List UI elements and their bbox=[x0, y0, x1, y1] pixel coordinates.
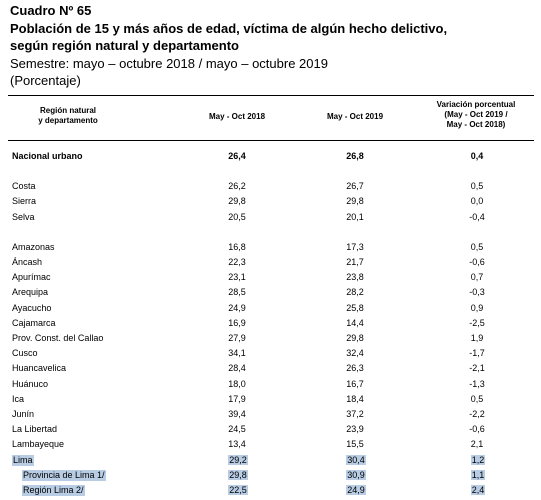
cell-value: 18,4 bbox=[346, 393, 364, 404]
rule bbox=[8, 95, 534, 96]
column-header: Región natural y departamento bbox=[38, 106, 98, 125]
cell-value: 37,2 bbox=[346, 409, 364, 419]
cell-value: -0,6 bbox=[469, 257, 485, 267]
row-label: Apurímac bbox=[12, 272, 51, 283]
cell-value: 14,4 bbox=[346, 317, 364, 328]
cell-value: 27,9 bbox=[228, 333, 246, 343]
cell-value: -1,7 bbox=[469, 348, 485, 359]
cell-value: 2,4 bbox=[470, 485, 486, 495]
cell-value: 0,5 bbox=[470, 241, 484, 252]
cell-value: 2,1 bbox=[470, 439, 484, 450]
cell-value: 13,4 bbox=[228, 439, 246, 450]
cell-value: 1,9 bbox=[470, 333, 484, 343]
row-label: Ayacucho bbox=[12, 302, 52, 313]
cell-value: 28,2 bbox=[346, 287, 364, 298]
cell-value: 16,9 bbox=[228, 317, 246, 328]
cell-value: 16,7 bbox=[346, 378, 364, 389]
row-label: Cajamarca bbox=[12, 317, 56, 328]
cell-value: 1,1 bbox=[470, 469, 486, 480]
cell-value: 1,2 bbox=[470, 454, 486, 465]
row-label: Lima bbox=[12, 454, 34, 466]
cell-value: 16,8 bbox=[228, 241, 246, 252]
cell-value: 26,4 bbox=[228, 151, 246, 161]
cell-value: 0,5 bbox=[470, 181, 484, 192]
table-number: Cuadro Nº 65 bbox=[10, 3, 92, 18]
title-line: según región natural y departamento bbox=[10, 38, 239, 53]
cell-value: 24,9 bbox=[228, 302, 246, 313]
row-label: Huancavelica bbox=[12, 363, 67, 374]
row-label: Región Lima 2/ bbox=[22, 485, 85, 496]
cell-value: 15,5 bbox=[346, 439, 364, 450]
cell-value: 22,5 bbox=[228, 485, 248, 495]
cell-value: 25,8 bbox=[346, 302, 364, 313]
rule bbox=[8, 140, 534, 141]
row-label: Huánuco bbox=[12, 378, 49, 389]
cell-value: -2,1 bbox=[469, 363, 485, 374]
cell-value: -0,4 bbox=[469, 211, 485, 222]
row-label: Arequipa bbox=[12, 287, 49, 298]
cell-value: 20,1 bbox=[346, 211, 364, 222]
cell-value: 28,4 bbox=[228, 363, 246, 374]
row-label: Costa bbox=[12, 181, 36, 192]
cell-value: 29,8 bbox=[346, 333, 364, 343]
cell-value: 26,7 bbox=[346, 181, 364, 192]
title-line: Población de 15 y más años de edad, víct… bbox=[10, 21, 448, 36]
row-label: Lambayeque bbox=[12, 439, 65, 450]
cell-value: 34,1 bbox=[228, 348, 246, 359]
cell-value: 0,5 bbox=[470, 393, 484, 404]
row-label: Amazonas bbox=[12, 241, 55, 252]
cell-value: 0,0 bbox=[470, 196, 484, 207]
cell-value: 23,8 bbox=[346, 272, 364, 283]
cell-value: 29,8 bbox=[346, 196, 364, 207]
row-label: Áncash bbox=[12, 257, 43, 267]
column-header: May - Oct 2019 bbox=[326, 112, 384, 121]
cell-value: -2,5 bbox=[469, 317, 485, 328]
cell-value: -1,3 bbox=[469, 378, 485, 389]
cell-value: 0,7 bbox=[470, 272, 484, 283]
cell-value: 29,8 bbox=[228, 469, 248, 480]
period: Semestre: mayo – octubre 2018 / mayo – o… bbox=[10, 56, 328, 71]
cell-value: 0,9 bbox=[470, 302, 484, 313]
cell-value: 18,0 bbox=[228, 378, 246, 389]
cell-value: -2,2 bbox=[469, 409, 485, 419]
cell-value: 0,4 bbox=[470, 151, 484, 161]
row-label: Selva bbox=[12, 211, 35, 222]
cell-value: 29,2 bbox=[228, 454, 248, 465]
cell-value: 17,3 bbox=[346, 241, 364, 252]
cell-value: 22,3 bbox=[228, 257, 246, 267]
row-label: Nacional urbano bbox=[12, 151, 83, 161]
cell-value: -0,3 bbox=[469, 287, 485, 298]
unit: (Porcentaje) bbox=[10, 73, 81, 88]
row-label: La Libertad bbox=[12, 424, 58, 435]
row-label: Ica bbox=[12, 393, 25, 404]
cell-value: 24,5 bbox=[228, 424, 246, 435]
cell-value: 39,4 bbox=[228, 409, 246, 419]
cell-value: 30,9 bbox=[346, 469, 366, 480]
cell-value: 29,8 bbox=[228, 196, 246, 207]
row-label: Prov. Const. del Callao bbox=[12, 333, 104, 343]
cell-value: 26,3 bbox=[346, 363, 364, 374]
row-label: Sierra bbox=[12, 196, 37, 207]
cell-value: -0,6 bbox=[469, 424, 485, 435]
cell-value: 32,4 bbox=[346, 348, 364, 359]
column-header: Variación porcentual (May - Oct 2019 / M… bbox=[436, 100, 516, 129]
cell-value: 23,9 bbox=[346, 424, 364, 435]
cell-value: 20,5 bbox=[228, 211, 246, 222]
cell-value: 28,5 bbox=[228, 287, 246, 298]
column-header: May - Oct 2018 bbox=[208, 112, 266, 121]
cell-value: 26,8 bbox=[346, 151, 364, 161]
cell-value: 17,9 bbox=[228, 393, 246, 404]
row-label: Provincia de Lima 1/ bbox=[22, 469, 106, 481]
cell-value: 21,7 bbox=[346, 257, 364, 267]
cell-value: 30,4 bbox=[346, 454, 366, 465]
cell-value: 24,9 bbox=[346, 485, 366, 495]
row-label: Cusco bbox=[12, 348, 38, 359]
row-label: Junín bbox=[12, 409, 35, 419]
cell-value: 26,2 bbox=[228, 181, 246, 192]
cell-value: 23,1 bbox=[228, 272, 246, 283]
